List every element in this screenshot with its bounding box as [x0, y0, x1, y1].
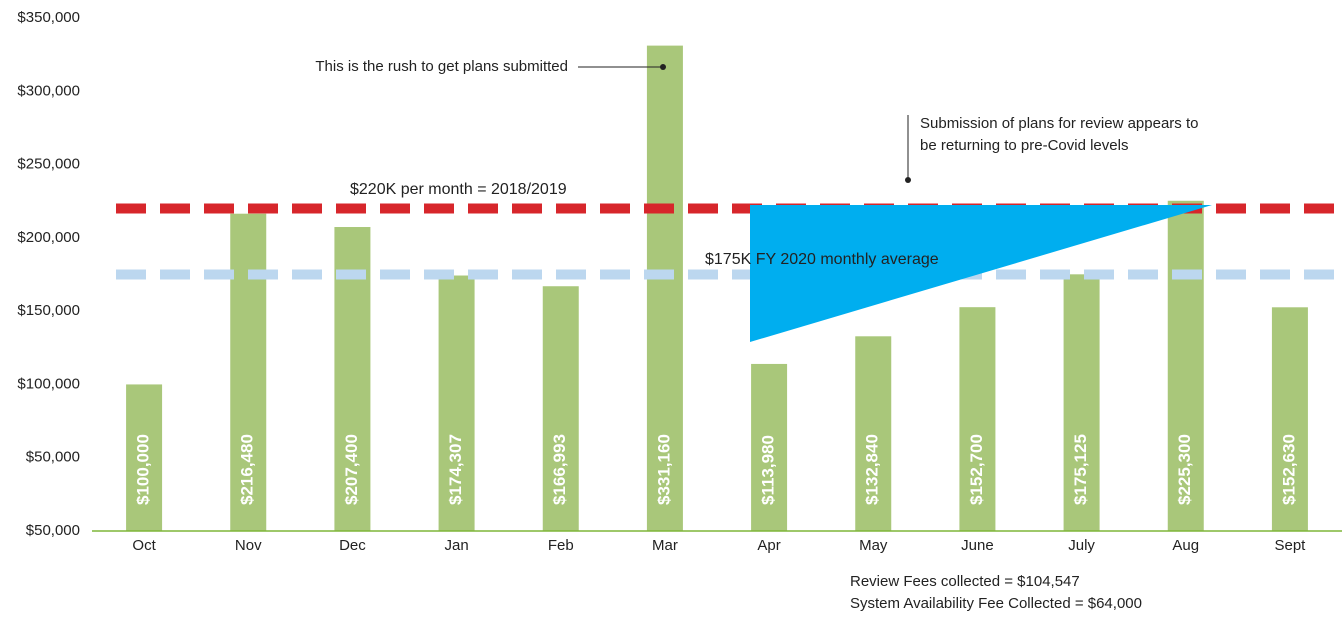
bar	[438, 275, 475, 531]
bar	[1167, 200, 1204, 531]
bar-label: $225,300	[1175, 434, 1194, 505]
bar	[855, 336, 892, 531]
bar	[126, 384, 163, 531]
annotation-dot	[660, 64, 666, 70]
bar-label: $207,400	[342, 434, 361, 505]
x-tick-label: June	[961, 537, 994, 554]
bar	[1063, 274, 1100, 531]
x-tick-label: Feb	[548, 537, 574, 554]
x-tick-label: Mar	[652, 537, 678, 554]
x-tick-label: Nov	[235, 537, 262, 554]
annotation-dot	[905, 177, 911, 183]
bar-label: $152,700	[967, 434, 986, 505]
bar	[542, 286, 579, 531]
bar	[646, 45, 683, 532]
annotation: This is the rush to get plans submitted	[315, 58, 568, 75]
x-tick-label: Oct	[132, 537, 156, 554]
bar-label: $174,307	[446, 434, 465, 505]
bar-label: $100,000	[134, 434, 153, 505]
bar-label: $152,630	[1279, 434, 1298, 505]
x-tick-label: July	[1068, 537, 1095, 554]
bar-label: $216,480	[238, 434, 257, 505]
annotation: be returning to pre-Covid levels	[920, 137, 1128, 154]
bar-label: $175,125	[1071, 434, 1090, 505]
y-tick-label: $250,000	[17, 156, 80, 173]
y-tick-label: $100,000	[17, 375, 80, 392]
x-tick-label: Aug	[1172, 537, 1199, 554]
bar	[230, 213, 267, 531]
y-tick-label: $50,000	[26, 522, 80, 539]
bar	[751, 363, 788, 531]
y-tick-label: $300,000	[17, 82, 80, 99]
x-tick-label: Jan	[444, 537, 468, 554]
bar-label: $113,980	[759, 435, 778, 505]
y-tick-label: $350,000	[17, 9, 80, 26]
footnote: Review Fees collected = $104,547	[850, 573, 1080, 590]
trend-triangle	[750, 205, 1212, 342]
x-tick-label: Apr	[757, 537, 780, 554]
bar	[959, 307, 996, 531]
y-tick-label: $50,000	[26, 449, 80, 466]
bar	[1271, 307, 1308, 531]
bars: $100,000 $216,480 $207,400 $174,307 $166,993…	[126, 45, 1308, 532]
x-tick-label: Dec	[339, 537, 366, 554]
footnote: System Availability Fee Collected = $64,…	[850, 595, 1142, 612]
reference-label: $220K per month = 2018/2019	[350, 181, 567, 198]
y-tick-label: $200,000	[17, 229, 80, 246]
bar-label: $132,840	[863, 434, 882, 505]
bar-label: $166,993	[550, 434, 569, 505]
y-tick-label: $150,000	[17, 302, 80, 319]
annotation: Submission of plans for review appears t…	[920, 115, 1198, 132]
x-tick-label: May	[859, 537, 888, 554]
reference-label: $175K FY 2020 monthly average	[705, 251, 939, 268]
x-tick-label: Sept	[1274, 537, 1306, 554]
bar-label: $331,160	[654, 434, 673, 505]
